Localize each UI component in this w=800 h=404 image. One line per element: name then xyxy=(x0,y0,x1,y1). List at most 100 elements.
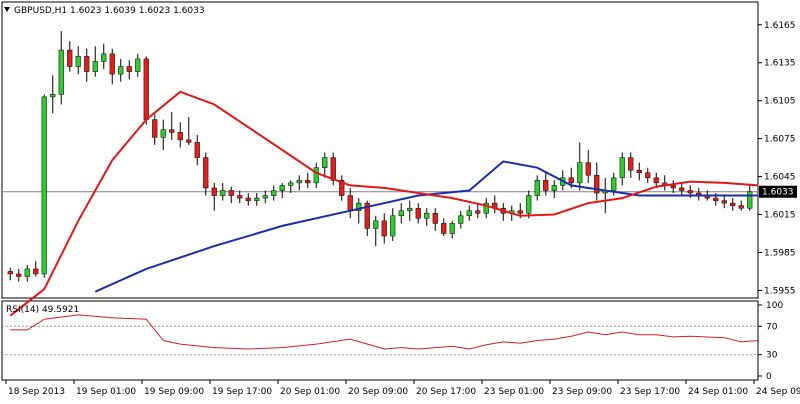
bear-candle xyxy=(517,210,523,214)
main-panel-frame xyxy=(1,1,759,299)
bull-candle xyxy=(322,157,328,168)
bull-candle xyxy=(534,180,540,196)
x-tick-label: 19 Sep 09:00 xyxy=(144,387,204,397)
bull-candle xyxy=(747,191,753,209)
bull-candle xyxy=(50,94,56,98)
bear-candle xyxy=(594,175,600,194)
bull-candle xyxy=(118,66,124,75)
bear-candle xyxy=(568,177,574,184)
bull-candle xyxy=(254,197,260,201)
bear-candle xyxy=(381,220,387,237)
bear-candle xyxy=(721,200,727,204)
y-tick-label: 1.6045 xyxy=(764,173,796,183)
bull-candle xyxy=(101,53,107,62)
y-tick-label: 1.5985 xyxy=(764,248,796,258)
bull-candle xyxy=(611,177,617,191)
bear-candle xyxy=(687,190,693,194)
bull-candle xyxy=(466,210,472,217)
bull-candle xyxy=(160,129,166,138)
bull-candle xyxy=(288,182,294,186)
bear-candle xyxy=(33,268,39,275)
y-tick-label: 1.6165 xyxy=(764,21,796,31)
bull-candle xyxy=(449,223,455,234)
bear-candle xyxy=(211,187,217,196)
bull-candle xyxy=(262,195,268,199)
bear-candle xyxy=(203,157,209,189)
x-tick-label: 18 Sep 2013 xyxy=(8,387,65,397)
bear-candle xyxy=(186,139,192,143)
bear-candle xyxy=(347,195,353,211)
x-tick-label: 23 Sep 09:00 xyxy=(552,387,612,397)
bull-candle xyxy=(483,202,489,214)
bear-candle xyxy=(16,273,22,277)
bear-candle xyxy=(679,187,685,191)
x-tick-label: 23 Sep 17:00 xyxy=(620,387,680,397)
bull-candle xyxy=(220,190,226,196)
bear-candle xyxy=(84,56,90,72)
bull-candle xyxy=(271,190,277,196)
bear-candle xyxy=(670,185,676,189)
bull-candle xyxy=(58,49,64,95)
current-price-badge xyxy=(759,185,797,198)
bull-candle xyxy=(296,180,302,184)
bear-candle xyxy=(585,162,591,176)
bear-candle xyxy=(109,53,115,75)
y-tick-label: 1.6015 xyxy=(764,211,796,221)
bear-candle xyxy=(7,271,13,275)
bear-candle xyxy=(543,180,549,191)
bear-candle xyxy=(330,157,336,181)
bear-candle xyxy=(152,119,158,138)
rsi-line xyxy=(10,314,759,350)
y-tick-label: 1.5955 xyxy=(764,286,796,296)
bull-candle xyxy=(279,185,285,191)
x-tick-label: 20 Sep 09:00 xyxy=(348,387,408,397)
bull-candle xyxy=(424,212,430,219)
bull-candle xyxy=(619,157,625,179)
x-tick-label: 19 Sep 01:00 xyxy=(76,387,136,397)
rsi-tick-label: 100 xyxy=(766,301,783,311)
bull-candle xyxy=(356,202,362,211)
bull-candle xyxy=(458,215,464,224)
bear-candle xyxy=(194,142,200,158)
bear-candle xyxy=(738,205,744,209)
bear-candle xyxy=(713,197,719,201)
x-tick-label: 20 Sep 01:00 xyxy=(280,387,340,397)
y-tick-label: 1.6075 xyxy=(764,135,796,145)
bear-candle xyxy=(305,180,311,184)
bear-candle xyxy=(237,195,243,199)
bear-candle xyxy=(228,190,234,196)
bear-candle xyxy=(730,202,736,206)
rsi-label: RSI(14) 49.5921 xyxy=(6,305,79,315)
bull-candle xyxy=(24,268,30,277)
bull-candle xyxy=(135,58,141,72)
bear-candle xyxy=(441,223,447,234)
bull-candle xyxy=(398,210,404,217)
bull-candle xyxy=(577,162,583,184)
bear-candle xyxy=(169,129,175,133)
current-price-label: 1.6033 xyxy=(762,188,794,198)
bull-candle xyxy=(75,56,81,67)
x-tick-label: 19 Sep 17:00 xyxy=(212,387,272,397)
bear-candle xyxy=(415,207,421,219)
rsi-tick-label: 70 xyxy=(766,322,778,332)
rsi-panel-frame xyxy=(1,300,759,381)
bear-candle xyxy=(177,132,183,141)
bear-candle xyxy=(645,172,651,179)
bull-candle xyxy=(390,215,396,237)
bear-candle xyxy=(67,49,73,67)
bear-candle xyxy=(339,180,345,196)
bull-candle xyxy=(373,220,379,229)
bear-candle xyxy=(475,210,481,214)
bear-candle xyxy=(432,212,438,224)
y-tick-label: 1.6105 xyxy=(764,97,796,107)
x-tick-label: 20 Sep 17:00 xyxy=(416,387,476,397)
chart-title: GBPUSD,H1 1.6023 1.6039 1.6023 1.6033 xyxy=(14,6,205,16)
bull-candle xyxy=(407,207,413,211)
bull-candle xyxy=(92,61,98,72)
bear-candle xyxy=(628,157,634,171)
ma-fast-line xyxy=(9,90,759,317)
bear-candle xyxy=(143,58,149,120)
bear-candle xyxy=(364,202,370,229)
